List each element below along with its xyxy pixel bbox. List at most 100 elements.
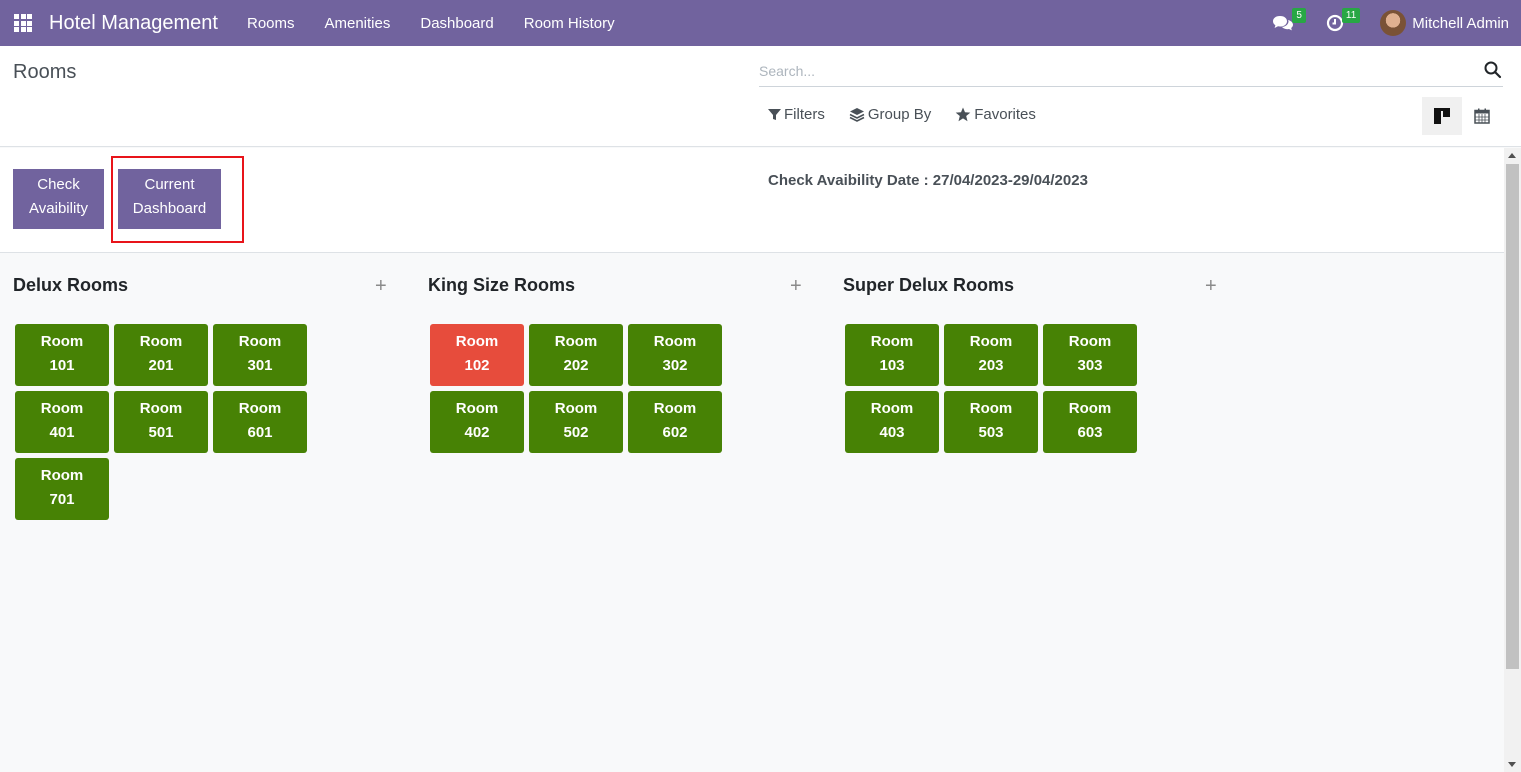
- room-label: Room: [238, 400, 282, 417]
- room-number: 402: [464, 424, 490, 441]
- room-label: Room: [1068, 400, 1112, 417]
- room-card[interactable]: Room 602: [628, 391, 722, 453]
- room-label: Room: [40, 467, 84, 484]
- room-card[interactable]: Room 301: [213, 324, 307, 386]
- room-label: Room: [139, 400, 183, 417]
- room-card[interactable]: Room 701: [15, 458, 109, 520]
- calendar-icon: [1474, 108, 1490, 124]
- check-button-line2: Avaibility: [29, 200, 88, 217]
- add-room-plus-icon[interactable]: +: [1205, 275, 1217, 297]
- room-card[interactable]: Room 102: [430, 324, 524, 386]
- room-label: Room: [969, 333, 1013, 350]
- search-bar: [759, 58, 1503, 87]
- room-number: 602: [662, 424, 688, 441]
- search-options: Filters Group By Favorites: [768, 106, 1060, 123]
- kanban-icon: [1434, 108, 1450, 124]
- scroll-down-arrow-icon[interactable]: [1508, 762, 1516, 767]
- room-label: Room: [554, 333, 598, 350]
- room-card[interactable]: Room 203: [944, 324, 1038, 386]
- room-card[interactable]: Room 302: [628, 324, 722, 386]
- room-number: 503: [978, 424, 1004, 441]
- room-label: Room: [238, 333, 282, 350]
- room-card[interactable]: Room 501: [114, 391, 208, 453]
- systray: 5 11 Mitchell Admin: [1272, 0, 1521, 46]
- top-navbar: Hotel Management Rooms Amenities Dashboa…: [0, 0, 1521, 46]
- room-number: 103: [879, 357, 905, 374]
- room-card[interactable]: Room 503: [944, 391, 1038, 453]
- vertical-scrollbar[interactable]: [1504, 148, 1521, 772]
- calendar-view-button[interactable]: [1462, 97, 1502, 135]
- room-label: Room: [1068, 333, 1112, 350]
- scroll-thumb[interactable]: [1506, 164, 1519, 669]
- room-label: Room: [455, 400, 499, 417]
- room-number: 502: [563, 424, 589, 441]
- room-grid: Room 102 Room 202 Room 302 Room 402 Room 502 Room 6…: [430, 324, 730, 453]
- room-number: 201: [148, 357, 174, 374]
- favorites-button[interactable]: Favorites: [955, 106, 1036, 123]
- scroll-up-arrow-icon[interactable]: [1508, 153, 1516, 158]
- room-label: Room: [870, 333, 914, 350]
- room-card[interactable]: Room 303: [1043, 324, 1137, 386]
- search-input[interactable]: [759, 58, 1459, 84]
- room-number: 303: [1077, 357, 1103, 374]
- filter-icon: [768, 109, 781, 120]
- room-grid: Room 101 Room 201 Room 301 Room 401 Room 501 Room 6…: [15, 324, 315, 520]
- room-number: 401: [49, 424, 75, 441]
- room-number: 101: [49, 357, 75, 374]
- kanban-view-button[interactable]: [1422, 97, 1462, 135]
- menu-item-dashboard[interactable]: Dashboard: [420, 14, 494, 32]
- room-number: 301: [247, 357, 273, 374]
- room-number: 202: [563, 357, 589, 374]
- room-card[interactable]: Room 601: [213, 391, 307, 453]
- chat-icon: [1273, 16, 1294, 31]
- current-dashboard-button[interactable]: Current Dashboard: [118, 169, 221, 229]
- room-label: Room: [870, 400, 914, 417]
- column-title: Super Delux Rooms: [843, 275, 1015, 295]
- room-label: Room: [40, 400, 84, 417]
- room-label: Room: [653, 333, 697, 350]
- apps-menu-icon[interactable]: [13, 13, 33, 33]
- room-card[interactable]: Room 603: [1043, 391, 1137, 453]
- star-icon: [955, 107, 971, 122]
- room-label: Room: [40, 333, 84, 350]
- clock-icon: [1326, 14, 1344, 32]
- group-by-button[interactable]: Group By: [849, 106, 931, 123]
- room-label: Room: [554, 400, 598, 417]
- view-switcher: [1422, 97, 1502, 135]
- search-icon[interactable]: [1483, 60, 1503, 80]
- room-number: 601: [247, 424, 273, 441]
- user-menu[interactable]: Mitchell Admin: [1380, 10, 1509, 36]
- room-card[interactable]: Room 401: [15, 391, 109, 453]
- menu-item-room-history[interactable]: Room History: [523, 14, 615, 32]
- room-number: 603: [1077, 424, 1103, 441]
- room-number: 203: [978, 357, 1004, 374]
- add-room-plus-icon[interactable]: +: [375, 275, 387, 297]
- control-panel: Rooms Filters Group By Favorites: [0, 46, 1521, 147]
- room-card[interactable]: Room 502: [529, 391, 623, 453]
- messages-count-badge: 5: [1292, 8, 1306, 23]
- group-by-label: Group By: [867, 106, 932, 123]
- room-grid: Room 103 Room 203 Room 303 Room 403 Room 503 Room 6…: [845, 324, 1145, 453]
- menu-item-rooms[interactable]: Rooms: [246, 14, 295, 32]
- filters-label: Filters: [784, 106, 825, 123]
- messages-button[interactable]: 5: [1272, 8, 1306, 32]
- room-card[interactable]: Room 201: [114, 324, 208, 386]
- room-label: Room: [969, 400, 1013, 417]
- favorites-label: Favorites: [974, 106, 1036, 123]
- check-availability-button[interactable]: Check Avaibility: [13, 169, 104, 229]
- availability-date-text: Check Avaibility Date : 27/04/2023-29/04…: [768, 172, 1088, 189]
- menu-item-amenities[interactable]: Amenities: [324, 14, 391, 32]
- room-card[interactable]: Room 402: [430, 391, 524, 453]
- room-number: 501: [148, 424, 174, 441]
- room-card[interactable]: Room 101: [15, 324, 109, 386]
- room-card[interactable]: Room 202: [529, 324, 623, 386]
- app-brand[interactable]: Hotel Management: [49, 11, 218, 34]
- add-room-plus-icon[interactable]: +: [790, 275, 802, 297]
- activities-button[interactable]: 11: [1326, 8, 1361, 32]
- room-number: 403: [879, 424, 905, 441]
- room-card[interactable]: Room 103: [845, 324, 939, 386]
- filters-button[interactable]: Filters: [768, 106, 825, 123]
- current-button-line1: Current: [144, 176, 195, 193]
- room-card[interactable]: Room 403: [845, 391, 939, 453]
- activities-count-badge: 11: [1341, 8, 1361, 23]
